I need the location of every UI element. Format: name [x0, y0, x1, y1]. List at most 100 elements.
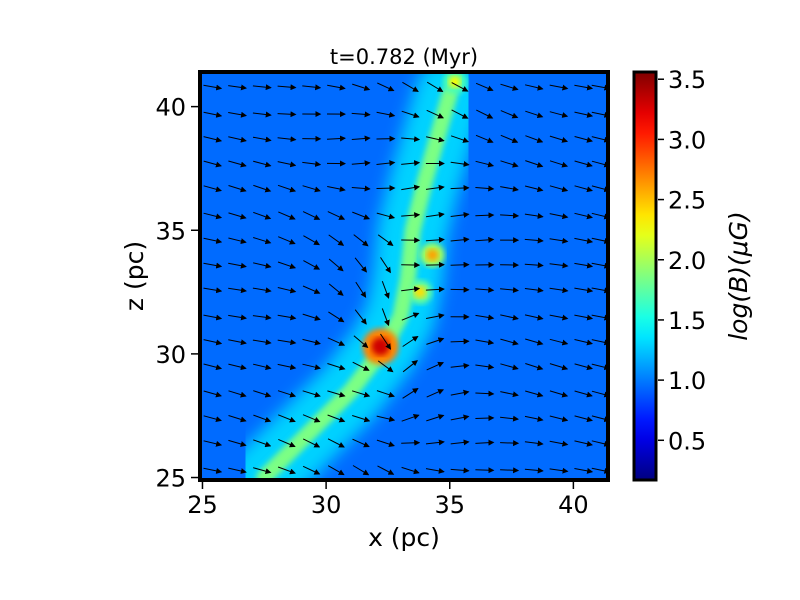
- field-arrow: [278, 414, 296, 423]
- field-arrow: [450, 338, 470, 345]
- field-arrow: [328, 283, 344, 296]
- field-arrow: [401, 136, 421, 143]
- y-axis-ticks: 25 30 35 40: [155, 94, 198, 493]
- field-arrow: [326, 135, 346, 142]
- field-arrow: [327, 390, 346, 398]
- field-arrow: [426, 361, 445, 371]
- field-arrow: [549, 160, 569, 168]
- field-arrow: [203, 185, 222, 193]
- colorbar-tick-label: 2.5: [668, 187, 706, 215]
- field-arrow: [574, 287, 594, 294]
- field-arrow: [402, 360, 418, 373]
- field-arrow: [574, 339, 593, 346]
- field-arrow: [426, 109, 445, 119]
- field-arrow: [203, 287, 223, 294]
- field-arrow: [277, 314, 297, 321]
- field-arrow: [549, 467, 569, 474]
- field-arrow: [574, 363, 593, 371]
- field-arrow: [228, 363, 247, 371]
- field-arrow: [549, 237, 569, 244]
- field-arrow: [425, 136, 445, 143]
- field-arrow: [302, 438, 321, 448]
- field-arrow: [475, 467, 495, 474]
- y-tick-label: 25: [155, 465, 186, 493]
- field-arrow: [203, 339, 223, 346]
- field-arrow: [203, 440, 223, 447]
- field-arrow: [574, 237, 594, 244]
- field-arrow: [203, 136, 223, 143]
- field-arrow: [277, 339, 297, 346]
- field-arrow: [500, 83, 519, 91]
- field-arrow: [549, 314, 569, 321]
- field-arrow: [500, 212, 520, 219]
- field-arrow: [475, 339, 495, 346]
- field-arrow: [277, 111, 297, 118]
- field-arrow: [303, 235, 320, 246]
- field-arrow: [574, 212, 593, 220]
- field-arrow: [352, 83, 371, 91]
- field-arrow: [203, 262, 223, 269]
- colorbar-label: log(B)(μG): [724, 211, 753, 341]
- field-arrow: [327, 465, 345, 476]
- field-arrow: [253, 390, 272, 398]
- field-arrow: [574, 111, 594, 118]
- field-arrow: [525, 338, 544, 346]
- field-arrow: [252, 467, 272, 475]
- field-arrow: [380, 333, 392, 350]
- field-arrow: [302, 185, 321, 193]
- field-arrow: [376, 185, 396, 192]
- field-arrow: [253, 237, 272, 245]
- knot: [426, 248, 439, 261]
- field-arrow: [425, 439, 445, 446]
- field-arrow: [574, 84, 594, 91]
- field-arrow: [525, 135, 544, 143]
- field-arrow: [451, 109, 469, 119]
- field-arrow: [302, 84, 322, 91]
- field-arrow: [500, 467, 520, 474]
- field-arrow: [351, 160, 371, 167]
- field-arrow: [277, 161, 297, 168]
- field-arrow: [252, 262, 272, 269]
- field-arrow: [476, 109, 494, 119]
- colorbar-tick-label: 1.0: [668, 367, 706, 395]
- field-arrow: [302, 285, 321, 294]
- field-arrow: [475, 390, 495, 397]
- field-arrow: [252, 111, 272, 118]
- field-arrow: [327, 363, 346, 371]
- field-arrow: [203, 467, 223, 474]
- field-arrow: [574, 467, 594, 474]
- field-arrow: [203, 160, 222, 168]
- field-arrow: [228, 136, 247, 143]
- field-arrow: [451, 82, 469, 92]
- field-arrow: [253, 211, 272, 220]
- x-tick-label: 25: [187, 491, 218, 519]
- field-arrow: [500, 391, 519, 398]
- field-arrow: [376, 111, 396, 118]
- field-arrow: [353, 335, 369, 349]
- field-arrow: [203, 84, 223, 91]
- field-arrow: [525, 363, 544, 371]
- field-arrow: [401, 110, 420, 119]
- field-arrow: [203, 212, 223, 220]
- field-arrow: [327, 186, 346, 192]
- field-arrow: [425, 184, 445, 191]
- field-arrow: [203, 415, 222, 423]
- field-arrow: [253, 184, 272, 193]
- x-tick-label: 30: [311, 491, 342, 519]
- field-arrow: [475, 286, 495, 293]
- field-arrow: [401, 414, 420, 422]
- field-arrow: [402, 81, 419, 92]
- field-arrow: [351, 111, 371, 118]
- field-arrow: [278, 236, 296, 245]
- field-arrow: [376, 415, 396, 422]
- field-arrow: [401, 212, 421, 219]
- field-arrow: [277, 363, 297, 371]
- chart-title: t=0.782 (Myr): [330, 45, 478, 69]
- field-arrow: [203, 363, 223, 371]
- field-arrow: [475, 363, 495, 370]
- field-arrow: [450, 389, 470, 396]
- y-axis-label: z (pc): [120, 241, 149, 311]
- field-arrow: [328, 258, 344, 272]
- field-arrow: [228, 439, 247, 447]
